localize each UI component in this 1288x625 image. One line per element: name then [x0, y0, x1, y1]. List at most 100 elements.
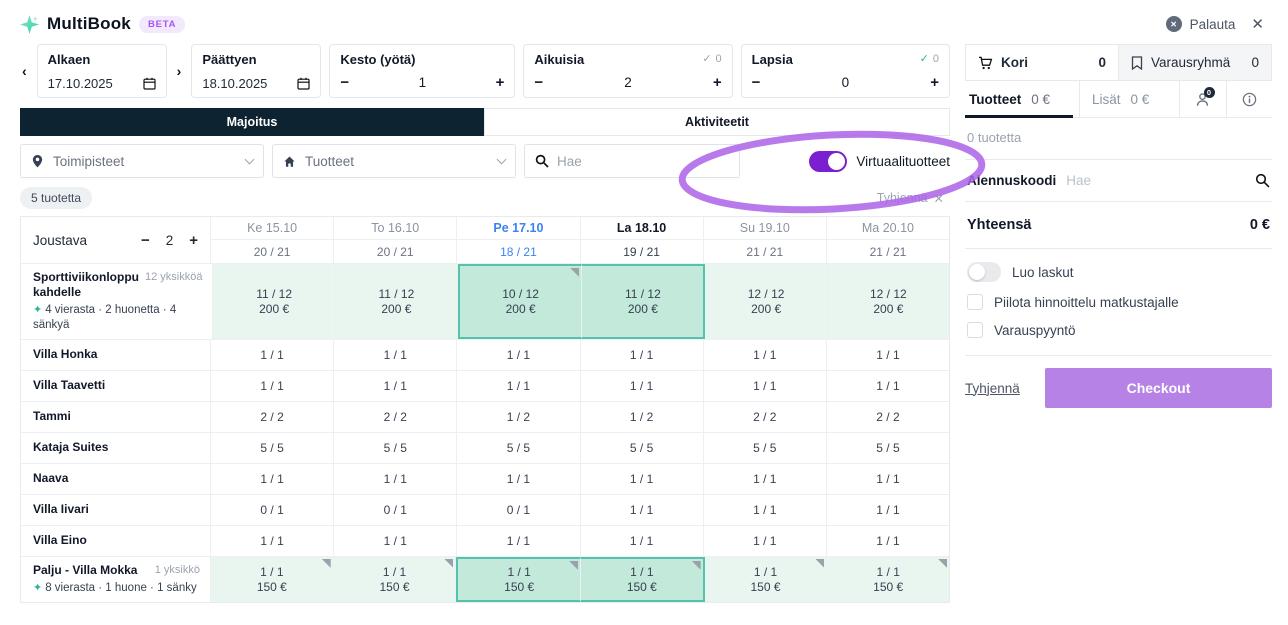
availability-cell[interactable]: 1 / 1: [334, 370, 458, 401]
start-date-field[interactable]: Alkaen 17.10.2025: [36, 44, 167, 98]
availability-cell[interactable]: 1 / 1 150 €: [211, 556, 334, 602]
availability-cell[interactable]: 2 / 2: [827, 402, 949, 432]
availability-cell[interactable]: 10 / 12 200 €: [457, 264, 583, 339]
availability-cell[interactable]: 2 / 2: [704, 401, 827, 432]
booking-request-checkbox[interactable]: [967, 322, 983, 338]
column-header[interactable]: Ke 15.10 20 / 21: [211, 217, 335, 263]
availability-cell[interactable]: 1 / 1: [334, 525, 458, 556]
calendar-icon[interactable]: [297, 77, 310, 90]
flexible-minus-button[interactable]: −: [140, 231, 150, 249]
availability-cell[interactable]: 1 / 1 150 €: [333, 556, 457, 602]
reset-circle-icon[interactable]: ✕: [1165, 16, 1182, 32]
availability-cell[interactable]: 1 / 2: [581, 401, 704, 432]
travelers-button[interactable]: 0: [1179, 81, 1226, 117]
availability-cell[interactable]: 1 / 1: [211, 339, 335, 370]
availability-cell[interactable]: 1 / 1: [704, 339, 827, 370]
subtab-lisat[interactable]: Lisät 0 €: [1079, 81, 1179, 117]
availability-cell[interactable]: 1 / 1: [211, 370, 335, 401]
availability-cell[interactable]: 1 / 1: [581, 525, 704, 556]
locations-select[interactable]: Toimipisteet: [20, 144, 264, 178]
availability-cell[interactable]: 0 / 1: [211, 494, 335, 525]
clear-cart-link[interactable]: Tyhjennä: [965, 380, 1020, 396]
availability-cell[interactable]: 1 / 1: [827, 526, 949, 556]
clear-filters-label[interactable]: Tyhjennä: [876, 191, 928, 205]
children-minus-button[interactable]: −: [751, 74, 761, 91]
calendar-icon[interactable]: [143, 77, 156, 90]
checkout-button[interactable]: Checkout: [1045, 368, 1272, 408]
start-date-value[interactable]: 17.10.2025: [47, 76, 113, 91]
column-header[interactable]: To 16.10 20 / 21: [334, 217, 458, 263]
search-input[interactable]: Hae: [524, 144, 740, 178]
tab-varausryhma[interactable]: Varausryhmä 0: [1119, 45, 1271, 80]
discount-code-field[interactable]: Alennuskoodi Hae: [965, 160, 1272, 202]
children-plus-button[interactable]: +: [930, 74, 939, 91]
availability-cell[interactable]: 0 / 1: [334, 494, 458, 525]
flexible-plus-button[interactable]: +: [189, 231, 198, 249]
availability-cell[interactable]: 1 / 1 150 €: [581, 556, 705, 602]
availability-cell[interactable]: 1 / 1: [827, 340, 949, 370]
tab-majoitus[interactable]: Majoitus: [20, 108, 484, 136]
availability-cell[interactable]: 2 / 2: [334, 401, 458, 432]
availability-cell[interactable]: 1 / 1: [457, 370, 581, 401]
availability-cell[interactable]: 1 / 1: [334, 339, 458, 370]
availability-cell[interactable]: 1 / 1: [457, 525, 581, 556]
availability-cell[interactable]: 1 / 1: [704, 463, 827, 494]
end-date-field[interactable]: Päättyen 18.10.2025: [191, 44, 322, 98]
reset-label[interactable]: Palauta: [1189, 16, 1236, 32]
availability-cell[interactable]: 5 / 5: [827, 433, 949, 463]
virtual-products-toggle[interactable]: [809, 150, 848, 172]
column-header[interactable]: Ma 20.10 21 / 21: [826, 217, 950, 263]
clear-filters-link[interactable]: Tyhjennä ✕: [877, 191, 944, 206]
products-select[interactable]: Tuotteet: [272, 144, 516, 178]
clear-x-icon[interactable]: ✕: [933, 191, 944, 206]
availability-cell[interactable]: 5 / 5: [334, 432, 458, 463]
availability-cell[interactable]: 1 / 1 150 €: [827, 556, 950, 602]
nights-plus-button[interactable]: +: [495, 74, 505, 91]
availability-cell[interactable]: 1 / 1: [581, 463, 704, 494]
close-icon[interactable]: ✕: [1251, 16, 1264, 33]
adults-plus-button[interactable]: +: [712, 74, 722, 91]
column-header[interactable]: Su 19.10 21 / 21: [703, 217, 827, 263]
availability-cell[interactable]: 1 / 1: [581, 370, 704, 401]
availability-cell[interactable]: 1 / 1: [211, 525, 335, 556]
availability-cell[interactable]: 1 / 1: [704, 525, 827, 556]
availability-cell[interactable]: 1 / 1: [704, 370, 827, 401]
availability-cell[interactable]: 5 / 5: [704, 432, 827, 463]
availability-cell[interactable]: 1 / 1: [827, 495, 949, 525]
availability-cell[interactable]: 1 / 1: [581, 339, 704, 370]
hide-pricing-checkbox[interactable]: [967, 294, 983, 310]
availability-cell[interactable]: 1 / 2: [457, 401, 581, 432]
availability-cell[interactable]: 1 / 1: [827, 371, 949, 401]
availability-cell[interactable]: 11 / 12 200 €: [335, 264, 458, 339]
availability-cell[interactable]: 1 / 1: [581, 494, 704, 525]
availability-cell[interactable]: 12 / 12 200 €: [705, 264, 828, 339]
search-icon[interactable]: [1255, 173, 1270, 188]
column-header[interactable]: Pe 17.10 18 / 21: [457, 217, 581, 263]
column-header[interactable]: La 18.10 19 / 21: [580, 217, 704, 263]
next-day-button[interactable]: ›: [176, 63, 182, 79]
availability-cell[interactable]: 0 / 1: [457, 494, 581, 525]
availability-cell[interactable]: 1 / 1: [827, 464, 949, 494]
end-date-value[interactable]: 18.10.2025: [202, 76, 268, 91]
availability-cell[interactable]: 12 / 12 200 €: [827, 264, 949, 339]
availability-cell[interactable]: 1 / 1: [457, 463, 581, 494]
availability-cell[interactable]: 1 / 1 150 €: [456, 556, 582, 602]
availability-cell[interactable]: 1 / 1: [457, 339, 581, 370]
availability-cell[interactable]: 1 / 1 150 €: [704, 556, 828, 602]
nights-minus-button[interactable]: −: [340, 74, 350, 91]
subtab-tuotteet[interactable]: Tuotteet 0 €: [965, 81, 1079, 118]
prev-day-button[interactable]: ‹: [22, 63, 27, 79]
tab-aktiviteetit[interactable]: Aktiviteetit: [484, 108, 950, 136]
availability-cell[interactable]: 5 / 5: [581, 432, 704, 463]
availability-cell[interactable]: 5 / 5: [457, 432, 581, 463]
info-button[interactable]: [1225, 81, 1273, 117]
availability-cell[interactable]: 11 / 12 200 €: [582, 264, 706, 339]
availability-cell[interactable]: 1 / 1: [704, 494, 827, 525]
availability-cell[interactable]: 1 / 1: [211, 463, 335, 494]
adults-minus-button[interactable]: −: [534, 74, 544, 91]
availability-cell[interactable]: 5 / 5: [211, 432, 335, 463]
tab-kori[interactable]: Kori 0: [966, 45, 1119, 80]
invoices-toggle[interactable]: [967, 262, 1001, 282]
availability-cell[interactable]: 11 / 12 200 €: [213, 264, 336, 339]
availability-cell[interactable]: 1 / 1: [334, 463, 458, 494]
